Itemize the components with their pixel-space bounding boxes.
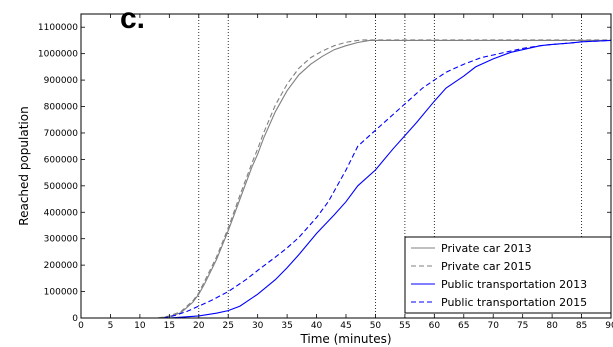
y-tick-label: 900000 [44, 76, 79, 86]
y-tick-label: 800000 [44, 103, 79, 113]
x-axis-label: Time (minutes) [299, 332, 391, 346]
panel-label: c. [120, 2, 146, 35]
x-tick-label: 35 [281, 321, 292, 331]
legend-label-1: Private car 2013 [441, 242, 532, 255]
series-lines [157, 39, 612, 319]
y-tick-label: 300000 [44, 235, 79, 245]
x-tick-label: 40 [311, 321, 323, 331]
series-line-4 [163, 39, 612, 319]
x-tick-label: 45 [340, 321, 351, 331]
x-tick-label: 85 [576, 321, 587, 331]
y-axis-ticks: 0 100000 200000 300000 400000 500000 600000 700… [38, 23, 611, 324]
x-tick-label: 60 [429, 321, 441, 331]
x-axis-ticks: 0 5 10 15 20 25 30 35 40 45 50 55 60 65 70 75 80 85 90 [78, 14, 613, 331]
y-axis-label: Reached population [17, 106, 31, 225]
legend-label-4: Public transportation 2015 [441, 296, 587, 309]
legend-box [404, 236, 612, 314]
x-tick-label: 75 [517, 321, 528, 331]
chart-legend: Private car 2013 Private car 2015 Public t… [404, 236, 612, 314]
x-tick-label: 0 [78, 321, 84, 331]
y-tick-label: 400000 [44, 208, 79, 218]
x-tick-label: 80 [546, 321, 558, 331]
y-tick-label: 0 [72, 314, 78, 324]
legend-label-2: Private car 2015 [441, 260, 532, 273]
legend-label-3: Public transportation 2013 [441, 278, 587, 291]
y-tick-label: 1100000 [38, 23, 78, 33]
y-tick-label: 100000 [44, 288, 79, 298]
x-tick-label: 10 [134, 321, 146, 331]
x-tick-label: 50 [370, 321, 382, 331]
y-tick-label: 1000000 [38, 50, 78, 60]
series-line-2 [157, 39, 611, 319]
x-tick-label: 65 [458, 321, 469, 331]
y-tick-label: 200000 [44, 261, 79, 271]
x-tick-label: 15 [164, 321, 175, 331]
x-tick-label: 90 [605, 321, 613, 331]
x-tick-label: 20 [193, 321, 205, 331]
x-tick-label: 70 [487, 321, 499, 331]
y-tick-label: 600000 [44, 155, 79, 165]
x-tick-label: 30 [252, 321, 264, 331]
x-tick-label: 55 [399, 321, 410, 331]
x-tick-label: 25 [222, 321, 233, 331]
y-tick-label: 700000 [44, 129, 79, 139]
x-tick-label: 5 [108, 321, 114, 331]
y-tick-label: 500000 [44, 182, 79, 192]
